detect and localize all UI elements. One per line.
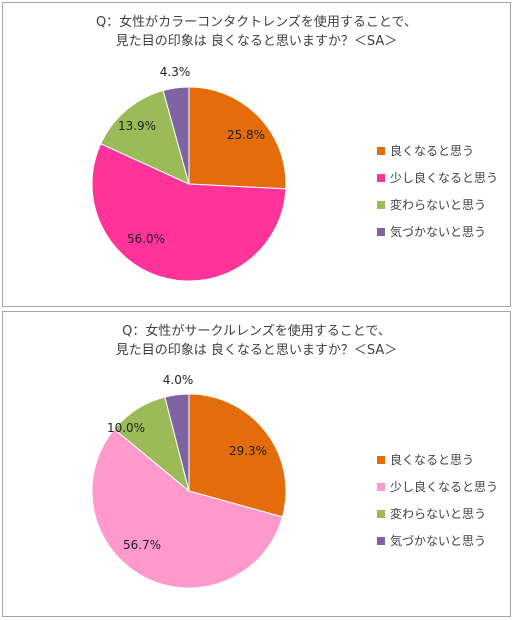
pie-slice — [162, 86, 190, 185]
legend-item: 少し良くなると思う — [377, 473, 498, 500]
pie-slice — [188, 393, 287, 518]
slice-data-label: 29.3% — [229, 444, 267, 458]
pie-slice — [100, 89, 190, 185]
legend-label: 変わらないと思う — [390, 507, 487, 521]
slice-data-label: 4.3% — [160, 65, 191, 79]
legend-swatch — [377, 173, 385, 182]
chart-title-line-2: 見た目の印象は 良くなると思いますか？＜SA＞ — [115, 34, 398, 49]
chart-title: Q：女性がサークルレンズを使用することで、 見た目の印象は 良くなると思いますか… — [3, 322, 510, 360]
legend-label: 良くなると思う — [390, 453, 475, 467]
legend-label: 良くなると思う — [390, 144, 475, 158]
legend-swatch — [377, 227, 385, 236]
chart-panel-colored-contacts: Q：女性がカラーコンタクトレンズを使用することで、 見た目の印象は 良くなると思… — [2, 2, 511, 307]
legend-item: 良くなると思う — [377, 137, 498, 164]
legend-swatch — [377, 146, 385, 155]
chart-title-line-2: 見た目の印象は 良くなると思いますか？＜SA＞ — [115, 343, 398, 358]
legend-swatch — [377, 482, 385, 491]
legend-label: 少し良くなると思う — [390, 171, 499, 185]
legend-label: 少し良くなると思う — [390, 480, 499, 494]
chart-legend: 良くなると思う少し良くなると思う 変わらないと思う 気づかないと思う — [377, 137, 498, 245]
pie-chart: 25.8% 56.0% 13.9% 4.3% — [91, 65, 287, 282]
legend-swatch — [377, 200, 385, 209]
legend-label: 変わらないと思う — [390, 198, 487, 212]
legend-label: 気づかないと思う — [390, 534, 487, 548]
chart-title-line-1: Q：女性がサークルレンズを使用することで、 — [122, 324, 391, 339]
chart-title-line-1: Q：女性がカラーコンタクトレンズを使用することで、 — [95, 15, 418, 30]
legend-swatch — [377, 536, 385, 545]
slice-data-label: 56.7% — [123, 538, 161, 552]
slice-data-label: 13.9% — [118, 119, 156, 133]
slice-data-label: 56.0% — [127, 232, 165, 246]
pie-chart: 29.3% 56.7% 10.0% 4.0% — [91, 373, 287, 589]
slice-data-label: 25.8% — [227, 128, 265, 142]
pie-slice — [188, 86, 287, 190]
pie-slice — [91, 143, 287, 282]
chart-title: Q：女性がカラーコンタクトレンズを使用することで、 見た目の印象は 良くなると思… — [3, 13, 510, 51]
legend-item: 変わらないと思う — [377, 500, 498, 527]
chart-legend: 良くなると思う少し良くなると思う 変わらないと思う 気づかないと思う — [377, 446, 498, 554]
legend-label: 気づかないと思う — [390, 225, 487, 239]
legend-item: 気づかないと思う — [377, 527, 498, 554]
slice-data-label: 10.0% — [107, 421, 145, 435]
chart-panel-circle-lenses: Q：女性がサークルレンズを使用することで、 見た目の印象は 良くなると思いますか… — [2, 311, 511, 617]
legend-item: 変わらないと思う — [377, 191, 498, 218]
slice-data-label: 4.0% — [163, 373, 194, 387]
legend-swatch — [377, 509, 385, 518]
pie-slice — [164, 393, 190, 492]
legend-item: 気づかないと思う — [377, 218, 498, 245]
pie-slice — [91, 428, 284, 589]
legend-swatch — [377, 455, 385, 464]
legend-item: 良くなると思う — [377, 446, 498, 473]
legend-item: 少し良くなると思う — [377, 164, 498, 191]
